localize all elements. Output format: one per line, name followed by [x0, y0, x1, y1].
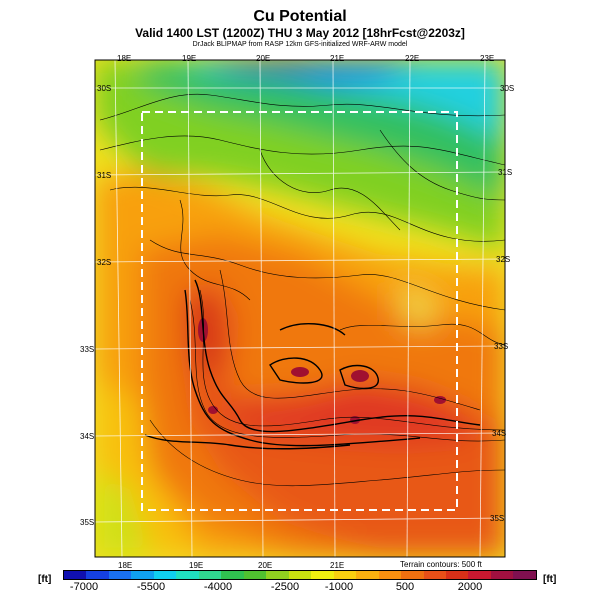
- right-lat-label: 33S: [494, 342, 509, 351]
- scale-tick-label: -7000: [69, 581, 99, 593]
- color-scale-swatch: [445, 571, 469, 579]
- top-lon-label: 23E: [480, 54, 495, 63]
- valid-time: Valid 1400 LST (1200Z) THU 3 May 2012 [1…: [135, 26, 465, 40]
- color-scale-swatch: [108, 571, 132, 579]
- bottom-lon-label: 20E: [258, 561, 273, 570]
- color-scale-swatch: [311, 571, 334, 579]
- cu-potential-map: [94, 59, 506, 558]
- color-scale-swatch: [266, 571, 289, 579]
- color-scale-swatch: [176, 571, 199, 579]
- terrain-contour-note: Terrain contours: 500 ft: [400, 560, 482, 569]
- map-title: Cu Potential: [253, 8, 347, 25]
- right-lat-label: 34S: [492, 429, 507, 438]
- color-scale-swatch: [490, 571, 514, 579]
- scale-tick-label: -2500: [270, 581, 300, 593]
- left-lat-label: 34S: [80, 432, 95, 441]
- scale-tick-label: 500: [395, 581, 415, 593]
- unit-label-right: [ft]: [543, 574, 557, 585]
- left-lat-label: 30S: [97, 84, 112, 93]
- bottom-lon-label: 21E: [330, 561, 345, 570]
- color-scale-swatch: [513, 571, 536, 579]
- right-lat-label: 35S: [490, 514, 505, 523]
- color-scale-bar: [63, 570, 537, 580]
- color-scale-swatch: [153, 571, 177, 579]
- color-scale-swatch: [423, 571, 446, 579]
- scale-tick-label: -1000: [324, 581, 354, 593]
- left-lat-label: 32S: [97, 258, 112, 267]
- model-credit: DrJack BLIPMAP from RASP 12km GFS-initia…: [192, 41, 408, 48]
- top-lon-label: 21E: [330, 54, 345, 63]
- top-lon-label: 20E: [256, 54, 271, 63]
- scale-tick-label: -4000: [203, 581, 233, 593]
- color-scale-swatch: [333, 571, 357, 579]
- color-scale-swatch: [221, 571, 244, 579]
- top-lon-label: 19E: [182, 54, 197, 63]
- inner-domain-box: [141, 111, 458, 511]
- top-lon-label: 22E: [405, 54, 420, 63]
- color-scale-swatch: [64, 571, 87, 579]
- bottom-lon-label: 19E: [189, 561, 204, 570]
- color-scale-swatch: [86, 571, 109, 579]
- color-field: [95, 60, 505, 557]
- color-scale-swatch: [131, 571, 154, 579]
- map-frame: [94, 59, 506, 558]
- bottom-lon-label: 18E: [118, 561, 133, 570]
- right-lat-label: 30S: [500, 84, 515, 93]
- scale-tick-label: -5500: [136, 581, 166, 593]
- scale-tick-label: 2000: [457, 581, 483, 593]
- top-lon-label: 18E: [117, 54, 132, 63]
- color-scale-swatch: [198, 571, 222, 579]
- left-lat-label: 35S: [80, 518, 95, 527]
- color-scale-swatch: [378, 571, 402, 579]
- unit-label-left: [ft]: [38, 574, 52, 585]
- left-lat-label: 33S: [80, 345, 95, 354]
- color-scale-swatch: [288, 571, 312, 579]
- color-scale-swatch: [468, 571, 491, 579]
- color-scale-swatch: [356, 571, 379, 579]
- color-scale-swatch: [401, 571, 424, 579]
- right-lat-label: 32S: [496, 255, 511, 264]
- color-scale-swatch: [243, 571, 267, 579]
- left-lat-label: 31S: [97, 171, 112, 180]
- right-lat-label: 31S: [498, 168, 513, 177]
